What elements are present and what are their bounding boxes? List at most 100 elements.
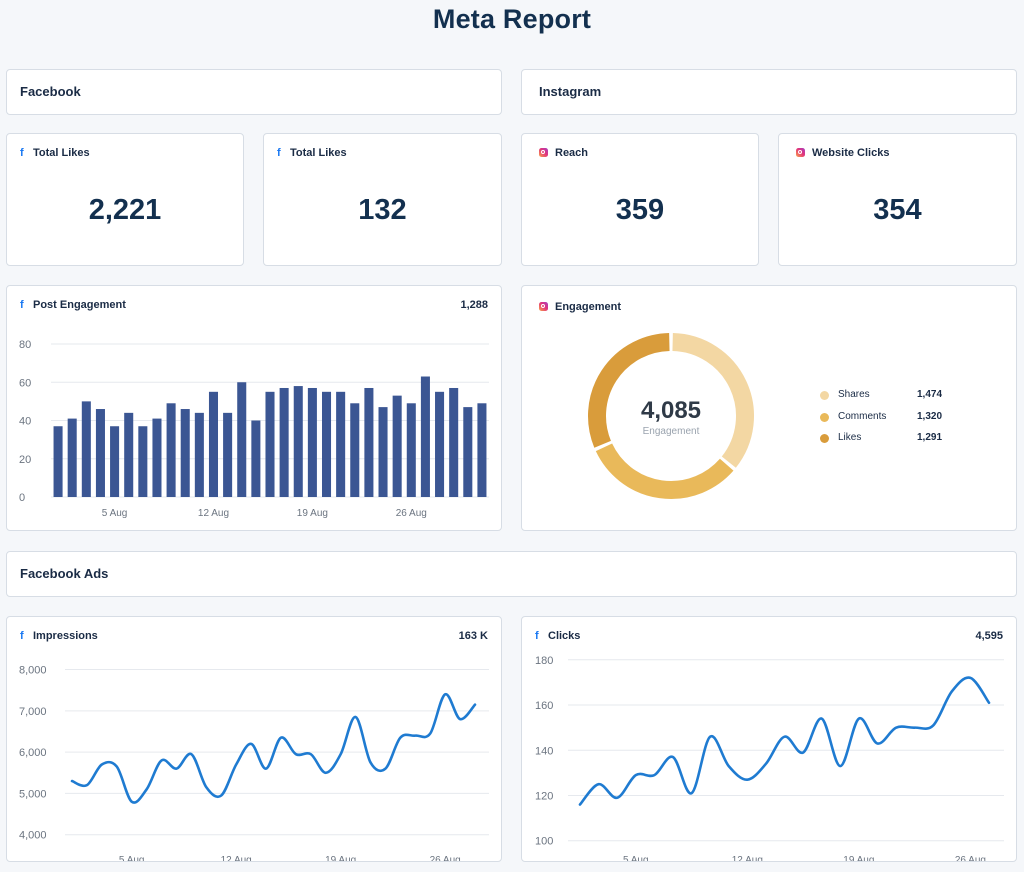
donut-center-value: 4,085 bbox=[640, 397, 702, 424]
kpi-value: 359 bbox=[615, 194, 665, 226]
legend-value: 1,474 bbox=[917, 389, 943, 400]
y-tick-label: 0 bbox=[19, 492, 25, 504]
legend-swatch bbox=[820, 434, 829, 443]
kpi-label: Total Likes bbox=[290, 147, 347, 159]
x-tick-label: 19 Aug bbox=[843, 855, 874, 861]
bar bbox=[53, 426, 63, 497]
engagement-donut-chart bbox=[588, 333, 754, 499]
chart-title: Post Engagement bbox=[33, 299, 126, 311]
bar bbox=[251, 420, 261, 497]
post-engagement-card: f Post Engagement 1,288 0 20 40 60 80 5 Aug 12… bbox=[6, 285, 502, 531]
legend-value: 1,320 bbox=[917, 410, 943, 422]
facebook-section-title: Facebook bbox=[20, 84, 81, 99]
clicks-chart: 100 120 140 160 180 5 Aug 12 Aug 19 Aug 26 Aug bbox=[535, 655, 1004, 861]
impressions-card: f Impressions 163 K 4,000 5,000 6,000 7,000… bbox=[6, 616, 502, 862]
bar bbox=[194, 412, 204, 497]
chart-total: 1,288 bbox=[460, 299, 488, 311]
chart-title: Clicks bbox=[548, 630, 581, 642]
impressions-chart: 4,000 5,000 6,000 7,000 8,000 5 Aug 12 Aug 19 A… bbox=[19, 665, 489, 861]
facebook-icon: f bbox=[20, 147, 24, 159]
bar bbox=[265, 391, 275, 497]
bar bbox=[420, 376, 430, 497]
y-tick-label: 80 bbox=[19, 339, 31, 351]
x-tick-label: 12 Aug bbox=[732, 855, 763, 861]
instagram-icon bbox=[539, 302, 548, 311]
facebook-icon: f bbox=[20, 299, 24, 311]
facebook-ads-section-header: Facebook Ads bbox=[6, 551, 1017, 597]
bar bbox=[378, 407, 388, 497]
kpi-card-total-likes-2: f Total Likes 132 bbox=[263, 133, 502, 266]
y-tick-label: 180 bbox=[535, 655, 553, 667]
x-tick-label: 12 Aug bbox=[198, 508, 229, 519]
instagram-section-title: Instagram bbox=[539, 84, 602, 99]
bar bbox=[208, 391, 219, 497]
y-tick-label: 5,000 bbox=[19, 788, 47, 800]
instagram-icon bbox=[796, 148, 805, 157]
facebook-icon: f bbox=[20, 630, 24, 642]
kpi-label: Total Likes bbox=[33, 147, 90, 159]
kpi-value: 132 bbox=[358, 194, 407, 226]
kpi-label: Website Clicks bbox=[812, 147, 890, 159]
bar bbox=[307, 387, 317, 497]
kpi-card-website-clicks: Website Clicks 354 bbox=[778, 133, 1017, 266]
kpi-value: 354 bbox=[873, 194, 922, 226]
bar bbox=[350, 403, 360, 497]
x-tick-label: 12 Aug bbox=[221, 855, 252, 861]
bar bbox=[463, 407, 473, 497]
y-tick-label: 4,000 bbox=[19, 830, 47, 842]
bar bbox=[152, 418, 162, 497]
bar bbox=[279, 387, 289, 497]
y-tick-label: 120 bbox=[535, 791, 553, 803]
x-tick-label: 5 Aug bbox=[623, 855, 649, 861]
series-line bbox=[70, 693, 477, 804]
bar bbox=[223, 412, 233, 497]
bar bbox=[237, 382, 247, 497]
bar bbox=[138, 426, 148, 497]
y-tick-label: 140 bbox=[535, 745, 553, 757]
x-tick-label: 26 Aug bbox=[955, 855, 986, 861]
legend-value: 1,291 bbox=[917, 432, 943, 443]
bar bbox=[392, 395, 402, 497]
legend-label: Likes bbox=[838, 432, 862, 443]
legend-item-shares[interactable]: Shares 1,474 bbox=[820, 389, 950, 411]
facebook-icon: f bbox=[277, 147, 281, 159]
bar bbox=[321, 391, 332, 497]
facebook-icon: f bbox=[535, 630, 539, 642]
kpi-card-total-likes-1: f Total Likes 2,221 bbox=[6, 133, 244, 266]
kpi-value: 2,221 bbox=[88, 194, 162, 226]
kpi-card-reach: Reach 359 bbox=[521, 133, 759, 266]
instagram-section-header: Instagram bbox=[521, 69, 1017, 115]
y-tick-label: 160 bbox=[535, 700, 553, 712]
y-tick-label: 7,000 bbox=[19, 706, 47, 718]
clicks-card: f Clicks 4,595 100 120 140 160 180 5 Aug 12 Au… bbox=[521, 616, 1017, 862]
x-tick-label: 5 Aug bbox=[102, 508, 128, 519]
x-tick-label: 19 Aug bbox=[297, 508, 328, 519]
facebook-ads-section-title: Facebook Ads bbox=[20, 566, 109, 581]
legend-item-likes[interactable]: Likes 1,291 bbox=[820, 432, 950, 454]
post-engagement-chart: 0 20 40 60 80 5 Aug 12 Aug 19 Aug 26 Aug bbox=[19, 339, 489, 519]
y-tick-label: 60 bbox=[19, 377, 31, 389]
donut-slice-likes bbox=[588, 333, 670, 448]
bar bbox=[124, 412, 134, 497]
legend-label: Shares bbox=[838, 389, 870, 400]
page-title: Meta Report bbox=[432, 4, 592, 34]
bar bbox=[110, 426, 120, 497]
kpi-label: Reach bbox=[555, 147, 589, 159]
legend-swatch bbox=[820, 412, 829, 422]
x-tick-label: 26 Aug bbox=[396, 508, 427, 519]
series-line bbox=[578, 676, 991, 806]
bar bbox=[166, 403, 176, 497]
instagram-icon bbox=[539, 148, 548, 157]
y-tick-label: 6,000 bbox=[19, 747, 47, 759]
y-tick-label: 100 bbox=[535, 836, 553, 848]
bar bbox=[477, 403, 487, 497]
bar bbox=[95, 409, 105, 497]
bar bbox=[293, 386, 303, 497]
donut-slice-comments bbox=[595, 443, 734, 499]
bar bbox=[180, 409, 190, 497]
bar bbox=[81, 401, 91, 497]
engagement-card: Engagement 4,085 Engagement Shares 1,474… bbox=[521, 285, 1017, 531]
bar bbox=[364, 387, 374, 497]
bar bbox=[67, 418, 77, 497]
legend-item-comments[interactable]: Comments 1,320 bbox=[820, 411, 950, 433]
